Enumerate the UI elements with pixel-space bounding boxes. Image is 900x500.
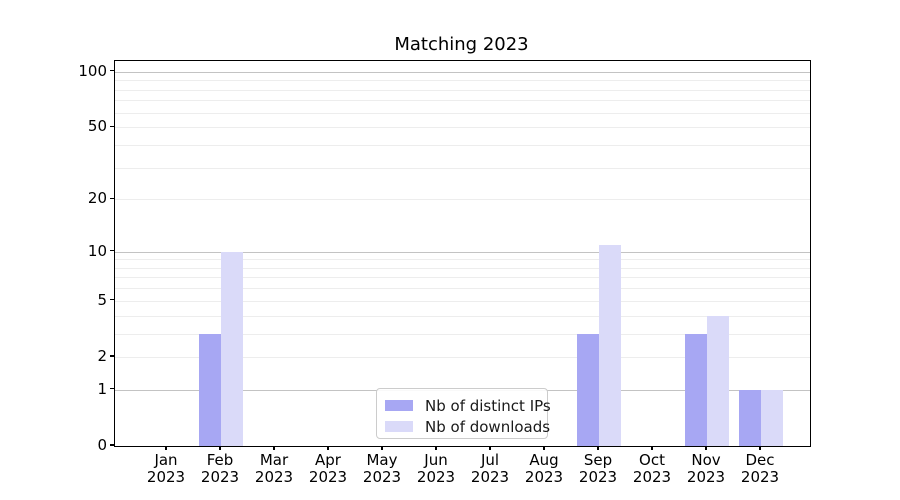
legend-label-downloads: Nb of downloads	[425, 417, 551, 436]
x-axis-tick-mark	[273, 446, 275, 450]
x-axis-tick-mark	[759, 446, 761, 450]
gridline-minor	[115, 199, 810, 201]
bar-downloads-dec	[761, 389, 783, 446]
bar-distinct-ips-feb	[199, 333, 221, 446]
x-axis-tick-label-aug: Aug 2023	[524, 451, 564, 486]
gridline-minor	[115, 267, 810, 269]
gridline-minor	[115, 112, 810, 114]
x-axis-tick-mark	[705, 446, 707, 450]
x-axis-tick-label-oct: Oct 2023	[632, 451, 672, 486]
bar-downloads-feb	[221, 251, 243, 446]
legend-swatch-distinct-ips	[385, 400, 413, 411]
chart-title: Matching 2023	[394, 34, 529, 55]
gridline-minor	[115, 167, 810, 169]
x-axis-tick-mark	[651, 446, 653, 450]
gridline-minor	[115, 80, 810, 82]
x-axis-tick-mark	[543, 446, 545, 450]
gridline-minor	[115, 100, 810, 102]
x-axis-tick-mark	[489, 446, 491, 450]
bar-downloads-sep	[599, 244, 621, 446]
x-axis-tick-mark	[165, 446, 167, 450]
y-axis-tick-mark	[110, 299, 114, 301]
x-axis-tick-label-feb: Feb 2023	[200, 451, 240, 486]
y-axis-tick-label: 1	[97, 379, 107, 398]
x-axis-tick-label-jun: Jun 2023	[416, 451, 456, 486]
y-axis-tick-label: 50	[87, 117, 107, 136]
x-axis-tick-mark	[381, 446, 383, 450]
gridline-major	[115, 251, 810, 253]
x-axis-tick-label-sep: Sep 2023	[578, 451, 618, 486]
gridline-minor	[115, 356, 810, 358]
x-axis-tick-label-jan: Jan 2023	[146, 451, 186, 486]
y-axis-tick-label: 2	[97, 346, 107, 365]
y-axis-tick-mark	[110, 388, 114, 390]
bar-downloads-nov	[707, 315, 729, 446]
y-axis-tick-mark	[110, 355, 114, 357]
x-axis-tick-label-jul: Jul 2023	[470, 451, 510, 486]
x-axis-tick-mark	[327, 446, 329, 450]
x-axis-tick-label-may: May 2023	[362, 451, 402, 486]
y-axis-tick-label: 0	[97, 436, 107, 454]
y-axis-tick-label: 100	[78, 61, 107, 80]
y-axis-tick-label: 5	[97, 290, 107, 309]
x-axis-tick-label-dec: Dec 2023	[740, 451, 780, 486]
bar-distinct-ips-nov	[685, 333, 707, 446]
gridline-major	[115, 71, 810, 73]
bar-distinct-ips-sep	[577, 333, 599, 446]
gridline-minor	[115, 259, 810, 261]
bar-distinct-ips-dec	[739, 389, 761, 446]
y-axis-tick-mark	[110, 197, 114, 199]
x-axis-tick-label-nov: Nov 2023	[686, 451, 726, 486]
x-axis-tick-mark	[435, 446, 437, 450]
gridline-minor	[115, 288, 810, 290]
gridline-minor	[115, 277, 810, 279]
legend-item-downloads: Nb of downloads	[385, 416, 550, 437]
y-axis-tick-label: 10	[87, 241, 107, 260]
x-axis-tick-label-mar: Mar 2023	[254, 451, 294, 486]
legend-item-distinct-ips: Nb of distinct IPs	[385, 395, 551, 416]
y-axis-tick-mark	[110, 444, 114, 446]
y-axis-tick-label: 20	[87, 189, 107, 208]
gridline-minor	[115, 300, 810, 302]
y-axis-tick-mark	[110, 249, 114, 252]
gridline-minor	[115, 333, 810, 335]
legend-swatch-downloads	[385, 421, 413, 432]
legend: Nb of distinct IPs Nb of downloads	[376, 388, 551, 439]
gridline-minor	[115, 89, 810, 91]
gridline-minor	[115, 315, 810, 317]
x-axis-tick-mark	[597, 446, 599, 450]
y-axis-tick-mark	[110, 125, 114, 127]
gridline-minor	[115, 144, 810, 146]
x-axis-tick-mark	[219, 446, 221, 450]
y-axis-tick-mark	[110, 70, 114, 72]
gridline-minor	[115, 127, 810, 129]
x-axis-tick-label-apr: Apr 2023	[308, 451, 348, 486]
legend-label-distinct-ips: Nb of distinct IPs	[425, 396, 551, 415]
plot-area	[114, 60, 811, 447]
